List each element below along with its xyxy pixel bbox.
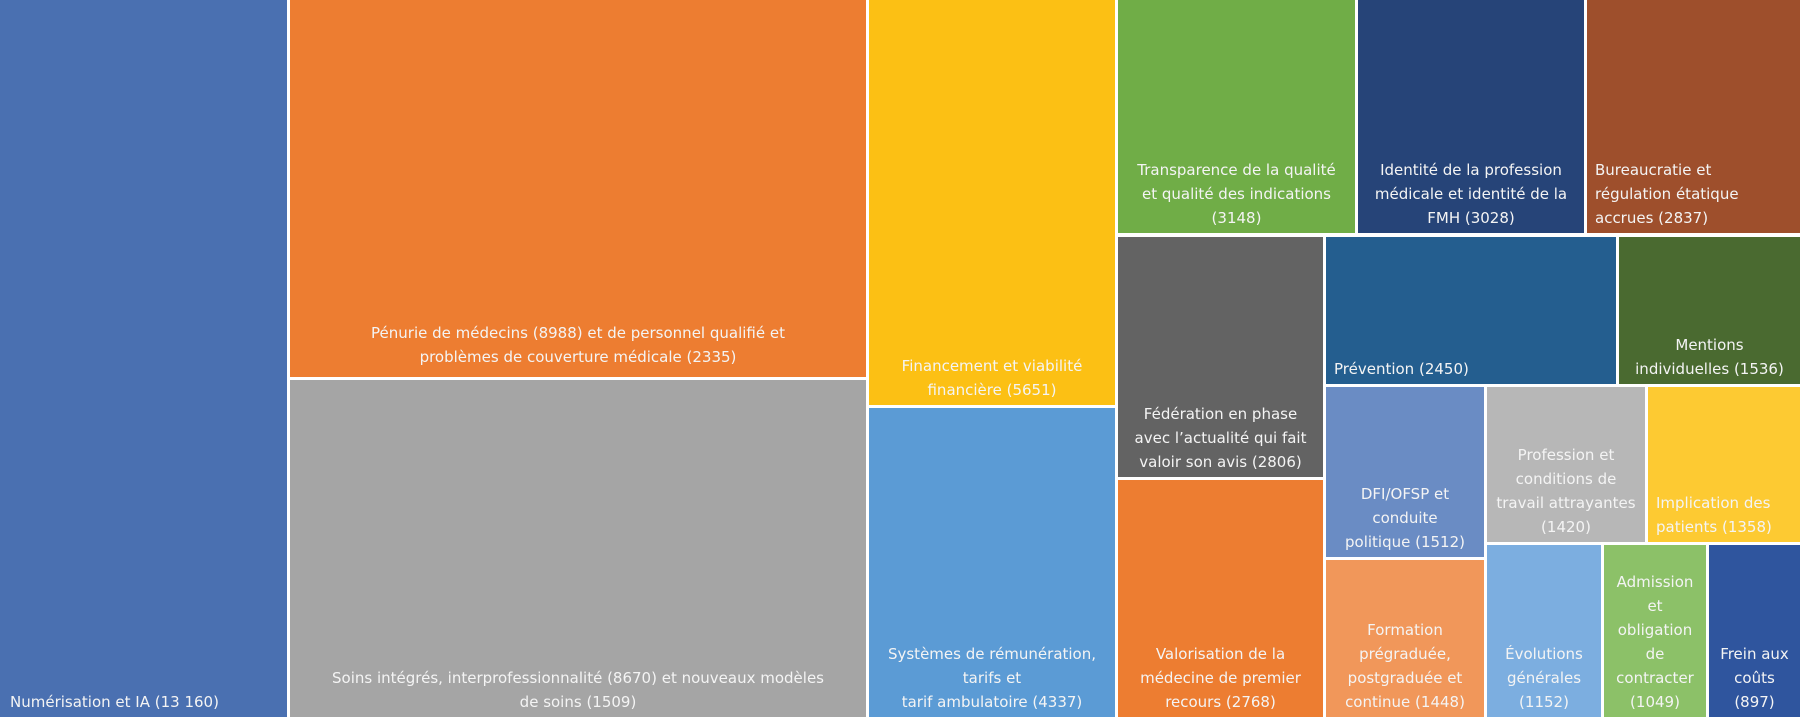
tile-label: Pénurie de médecins (8988) et de personn… bbox=[371, 324, 785, 366]
tile-systemes-remuneration: Systèmes de rémunération, tarifs et tari… bbox=[869, 408, 1115, 717]
tile-label: Financement et viabilité financière (565… bbox=[901, 357, 1083, 399]
tile-identite: Identité de la profession médicale et id… bbox=[1358, 0, 1584, 233]
tile-frein-couts: Frein aux coûts (897) bbox=[1709, 545, 1800, 717]
tile-implication: Implication des patients (1358) bbox=[1648, 387, 1800, 542]
tile-soins-integres: Soins intégrés, interprofessionnalité (8… bbox=[290, 380, 866, 717]
tile-transparence: Transparence de la qualité et qualité de… bbox=[1118, 0, 1355, 233]
tile-label: Systèmes de rémunération, tarifs et tari… bbox=[887, 645, 1097, 711]
tile-penurie: Pénurie de médecins (8988) et de personn… bbox=[290, 0, 866, 377]
tile-label: Transparence de la qualité et qualité de… bbox=[1137, 161, 1336, 227]
tile-dfi-ofsp: DFI/OFSP et conduite politique (1512) bbox=[1326, 387, 1484, 557]
tile-label: Prévention (2450) bbox=[1334, 360, 1469, 378]
tile-federation: Fédération en phase avec l’actualité qui… bbox=[1118, 237, 1323, 477]
tile-label: Fédération en phase avec l’actualité qui… bbox=[1134, 405, 1307, 471]
tile-admission: Admission et obligation de contracter (1… bbox=[1604, 545, 1706, 717]
tile-label: Numérisation et IA (13 160) bbox=[10, 693, 219, 711]
tile-label: Formation prégraduée, postgraduée et con… bbox=[1345, 621, 1465, 711]
tile-label: Admission et obligation de contracter (1… bbox=[1616, 573, 1694, 711]
tile-bureaucratie: Bureaucratie et régulation étatique accr… bbox=[1587, 0, 1800, 233]
tile-profession: Profession et conditions de travail attr… bbox=[1487, 387, 1645, 542]
tile-label: Identité de la profession médicale et id… bbox=[1374, 161, 1568, 227]
tile-prevention: Prévention (2450) bbox=[1326, 237, 1616, 384]
tile-numerisation: Numérisation et IA (13 160) bbox=[0, 0, 287, 717]
tile-label: Mentions individuelles (1536) bbox=[1635, 336, 1784, 378]
tile-label: Frein aux coûts (897) bbox=[1720, 645, 1789, 711]
tile-formation: Formation prégraduée, postgraduée et con… bbox=[1326, 560, 1484, 717]
tile-label: Profession et conditions de travail attr… bbox=[1496, 446, 1636, 536]
tile-label: Implication des patients (1358) bbox=[1656, 494, 1772, 536]
tile-valorisation: Valorisation de la médecine de premier r… bbox=[1118, 480, 1323, 717]
tile-label: Évolutions générales (1152) bbox=[1505, 645, 1583, 711]
tile-evolutions: Évolutions générales (1152) bbox=[1487, 545, 1601, 717]
tile-label: DFI/OFSP et conduite politique (1512) bbox=[1345, 485, 1465, 551]
tile-label: Valorisation de la médecine de premier r… bbox=[1140, 645, 1301, 711]
tile-mentions: Mentions individuelles (1536) bbox=[1619, 237, 1800, 384]
tile-financement: Financement et viabilité financière (565… bbox=[869, 0, 1115, 405]
tile-label: Soins intégrés, interprofessionnalité (8… bbox=[332, 669, 824, 711]
tile-label: Bureaucratie et régulation étatique accr… bbox=[1595, 161, 1739, 227]
